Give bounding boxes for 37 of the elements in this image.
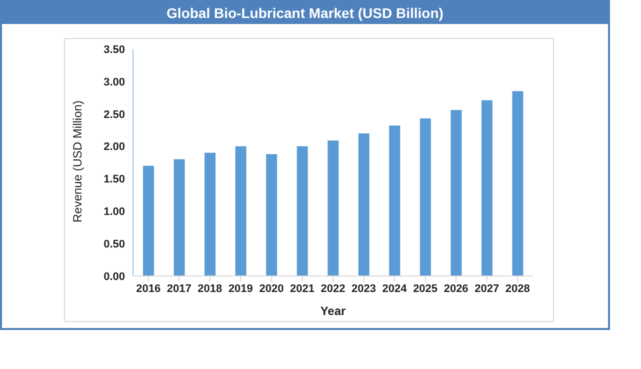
bar bbox=[512, 91, 524, 276]
x-tick-label: 2019 bbox=[228, 282, 253, 295]
x-tick-label: 2016 bbox=[136, 282, 161, 295]
bar bbox=[296, 146, 308, 276]
x-axis-title: Year bbox=[320, 304, 346, 318]
x-tick-label: 2028 bbox=[505, 282, 530, 295]
y-tick-label: 3.50 bbox=[104, 44, 125, 56]
bar bbox=[174, 159, 185, 276]
x-tick-label: 2017 bbox=[166, 282, 192, 295]
x-tick-label: 2025 bbox=[413, 282, 438, 295]
x-tick-label: 2027 bbox=[474, 282, 500, 295]
bar bbox=[450, 110, 462, 276]
bar bbox=[328, 140, 339, 276]
x-tick-label: 2021 bbox=[290, 282, 314, 295]
bar bbox=[266, 154, 278, 276]
x-tick-label: 2023 bbox=[352, 282, 376, 295]
y-tick-label: 2.50 bbox=[104, 108, 125, 121]
x-tick-label: 2022 bbox=[320, 282, 346, 295]
bar bbox=[204, 152, 216, 276]
bar bbox=[235, 146, 246, 276]
x-tick-label: 2018 bbox=[198, 282, 222, 295]
bar bbox=[389, 126, 400, 276]
y-tick-label: 3.00 bbox=[104, 76, 125, 88]
y-tick-label: 0.00 bbox=[104, 270, 125, 283]
bar bbox=[143, 166, 154, 276]
x-tick-label: 2020 bbox=[259, 282, 284, 295]
y-tick-label: 0.50 bbox=[104, 238, 125, 250]
chart-title: Global Bio-Lubricant Market (USD Billion) bbox=[2, 2, 608, 24]
y-tick-label: 2.00 bbox=[104, 141, 125, 154]
bar bbox=[420, 118, 431, 276]
bar bbox=[358, 133, 370, 276]
y-tick-label: 1.50 bbox=[104, 174, 125, 186]
bar bbox=[481, 100, 492, 276]
y-axis-title: Revenue (USD Million) bbox=[70, 100, 84, 222]
y-tick-label: 1.00 bbox=[104, 206, 125, 218]
x-tick-label: 2024 bbox=[382, 282, 408, 295]
x-tick-label: 2026 bbox=[444, 282, 468, 295]
